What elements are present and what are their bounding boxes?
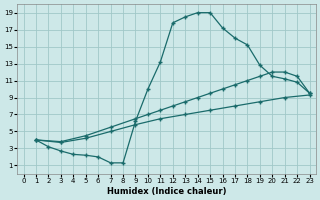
X-axis label: Humidex (Indice chaleur): Humidex (Indice chaleur) [107,187,226,196]
